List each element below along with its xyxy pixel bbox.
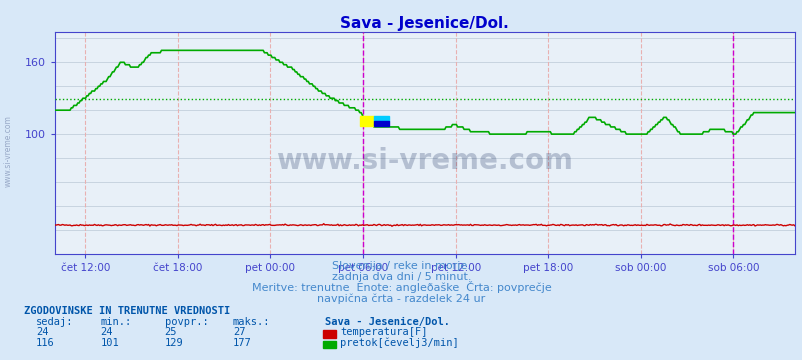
Text: 101: 101: [100, 338, 119, 348]
Text: temperatura[F]: temperatura[F]: [340, 327, 427, 337]
Text: 24: 24: [100, 327, 113, 337]
Text: 24: 24: [36, 327, 49, 337]
Bar: [359, 116, 374, 126]
Text: 27: 27: [233, 327, 245, 337]
Text: www.si-vreme.com: www.si-vreme.com: [3, 115, 13, 187]
Text: ZGODOVINSKE IN TRENUTNE VREDNOSTI: ZGODOVINSKE IN TRENUTNE VREDNOSTI: [24, 306, 230, 316]
Text: Sava - Jesenice/Dol.: Sava - Jesenice/Dol.: [325, 317, 450, 327]
Text: Slovenija / reke in morje.: Slovenija / reke in morje.: [332, 261, 470, 271]
Text: zadnja dva dni / 5 minut.: zadnja dva dni / 5 minut.: [331, 272, 471, 282]
Text: 129: 129: [164, 338, 183, 348]
Text: pretok[čevelj3/min]: pretok[čevelj3/min]: [340, 337, 459, 348]
Text: povpr.:: povpr.:: [164, 317, 208, 327]
Bar: [374, 116, 388, 121]
Text: maks.:: maks.:: [233, 317, 270, 327]
Text: www.si-vreme.com: www.si-vreme.com: [276, 147, 573, 175]
Bar: [374, 121, 388, 126]
Text: Meritve: trenutne  Enote: angleðaške  Črta: povprečje: Meritve: trenutne Enote: angleðaške Črta…: [251, 281, 551, 293]
Title: Sava - Jesenice/Dol.: Sava - Jesenice/Dol.: [340, 16, 508, 31]
Text: 116: 116: [36, 338, 55, 348]
Text: navpična črta - razdelek 24 ur: navpična črta - razdelek 24 ur: [317, 293, 485, 304]
Text: 177: 177: [233, 338, 251, 348]
Text: 25: 25: [164, 327, 177, 337]
Text: sedaj:: sedaj:: [36, 317, 74, 327]
Text: min.:: min.:: [100, 317, 132, 327]
